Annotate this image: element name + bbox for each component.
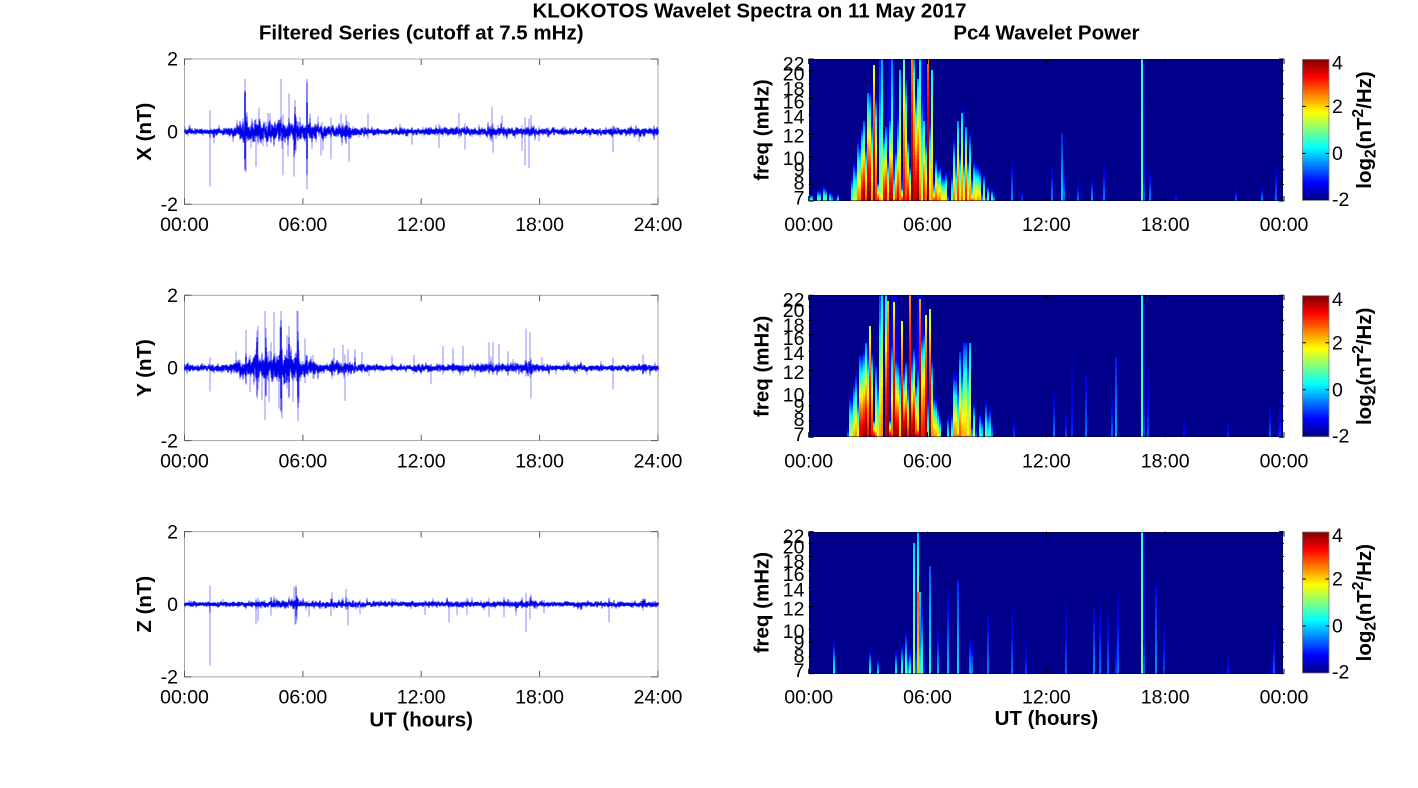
svg-text:7: 7 <box>794 660 805 682</box>
svg-text:log2(nT2/Hz): log2(nT2/Hz) <box>1350 71 1380 188</box>
svg-text:0: 0 <box>167 358 178 380</box>
svg-text:06:00: 06:00 <box>903 687 952 709</box>
svg-text:00:00: 00:00 <box>1260 687 1309 709</box>
svg-text:18:00: 18:00 <box>515 214 564 236</box>
svg-text:Pc4 Wavelet Power: Pc4 Wavelet Power <box>953 22 1139 45</box>
svg-text:12:00: 12:00 <box>397 214 446 236</box>
svg-text:16: 16 <box>783 564 805 586</box>
svg-text:2: 2 <box>1332 569 1343 591</box>
svg-text:20: 20 <box>783 64 805 86</box>
svg-text:-2: -2 <box>161 194 178 216</box>
svg-text:Filtered Series (cutoff at 7.5: Filtered Series (cutoff at 7.5 mHz) <box>259 22 584 45</box>
svg-text:00:00: 00:00 <box>160 687 209 709</box>
svg-text:0: 0 <box>167 121 178 143</box>
svg-text:9: 9 <box>794 632 805 654</box>
svg-text:24:00: 24:00 <box>634 450 683 472</box>
svg-text:12:00: 12:00 <box>1022 450 1071 472</box>
svg-text:2: 2 <box>1332 332 1343 354</box>
svg-text:10: 10 <box>783 148 805 170</box>
svg-text:7: 7 <box>794 424 805 446</box>
svg-text:00:00: 00:00 <box>160 214 209 236</box>
svg-text:24:00: 24:00 <box>634 687 683 709</box>
svg-text:4: 4 <box>1332 525 1343 547</box>
svg-text:18:00: 18:00 <box>1141 214 1190 236</box>
svg-text:14: 14 <box>783 107 805 129</box>
svg-text:12:00: 12:00 <box>397 687 446 709</box>
svg-text:20: 20 <box>783 536 805 558</box>
svg-text:00:00: 00:00 <box>784 214 833 236</box>
svg-text:12: 12 <box>783 598 805 620</box>
svg-text:18: 18 <box>783 79 805 101</box>
svg-text:16: 16 <box>783 328 805 350</box>
svg-text:06:00: 06:00 <box>903 450 952 472</box>
svg-text:0: 0 <box>1332 616 1343 638</box>
svg-text:KLOKOTOS Wavelet Spectra on 11: KLOKOTOS Wavelet Spectra on 11 May 2017 <box>532 0 966 23</box>
svg-text:00:00: 00:00 <box>1260 450 1309 472</box>
svg-text:9: 9 <box>794 396 805 418</box>
svg-text:00:00: 00:00 <box>784 687 833 709</box>
svg-text:16: 16 <box>783 92 805 114</box>
svg-text:06:00: 06:00 <box>278 687 327 709</box>
svg-text:12:00: 12:00 <box>1022 687 1071 709</box>
svg-text:Z (nT): Z (nT) <box>133 576 156 633</box>
svg-text:22: 22 <box>783 290 805 312</box>
svg-text:log2(nT2/Hz): log2(nT2/Hz) <box>1350 544 1380 661</box>
svg-text:freq (mHz): freq (mHz) <box>751 552 774 653</box>
svg-text:2: 2 <box>167 285 178 307</box>
svg-text:18:00: 18:00 <box>1141 687 1190 709</box>
svg-text:UT (hours): UT (hours) <box>995 707 1099 730</box>
svg-text:2: 2 <box>1332 96 1343 118</box>
svg-text:2: 2 <box>167 49 178 71</box>
svg-text:00:00: 00:00 <box>1260 214 1309 236</box>
svg-text:X (nT): X (nT) <box>133 103 156 161</box>
svg-text:freq (mHz): freq (mHz) <box>751 79 774 180</box>
svg-text:18:00: 18:00 <box>1141 450 1190 472</box>
svg-text:freq (mHz): freq (mHz) <box>751 316 774 417</box>
svg-text:18: 18 <box>783 551 805 573</box>
svg-text:00:00: 00:00 <box>160 450 209 472</box>
svg-text:4: 4 <box>1332 53 1343 75</box>
svg-text:18: 18 <box>783 315 805 337</box>
svg-text:0: 0 <box>1332 143 1343 165</box>
svg-text:12: 12 <box>783 126 805 148</box>
svg-text:00:00: 00:00 <box>784 450 833 472</box>
svg-text:0: 0 <box>1332 379 1343 401</box>
svg-text:12:00: 12:00 <box>1022 214 1071 236</box>
svg-text:10: 10 <box>783 621 805 643</box>
svg-text:-2: -2 <box>161 430 178 452</box>
svg-text:4: 4 <box>1332 289 1343 311</box>
svg-text:7: 7 <box>794 188 805 210</box>
svg-text:12:00: 12:00 <box>397 450 446 472</box>
svg-text:UT (hours): UT (hours) <box>369 709 473 732</box>
svg-text:12: 12 <box>783 362 805 384</box>
svg-text:22: 22 <box>783 53 805 75</box>
svg-text:0: 0 <box>167 594 178 616</box>
svg-text:14: 14 <box>783 579 805 601</box>
svg-text:22: 22 <box>783 526 805 548</box>
svg-text:-2: -2 <box>1332 662 1349 684</box>
svg-text:20: 20 <box>783 300 805 322</box>
svg-text:8: 8 <box>794 173 805 195</box>
svg-text:8: 8 <box>794 645 805 667</box>
svg-text:18:00: 18:00 <box>515 450 564 472</box>
svg-text:-2: -2 <box>161 667 178 689</box>
svg-text:18:00: 18:00 <box>515 687 564 709</box>
svg-text:Y (nT): Y (nT) <box>133 339 156 397</box>
svg-text:9: 9 <box>794 159 805 181</box>
svg-text:06:00: 06:00 <box>278 450 327 472</box>
svg-text:06:00: 06:00 <box>278 214 327 236</box>
svg-text:24:00: 24:00 <box>634 214 683 236</box>
svg-text:-2: -2 <box>1332 189 1349 211</box>
svg-text:log2(nT2/Hz): log2(nT2/Hz) <box>1350 308 1380 425</box>
svg-text:2: 2 <box>167 521 178 543</box>
svg-text:-2: -2 <box>1332 425 1349 447</box>
svg-text:10: 10 <box>783 385 805 407</box>
svg-text:8: 8 <box>794 409 805 431</box>
svg-text:14: 14 <box>783 343 805 365</box>
svg-text:06:00: 06:00 <box>903 214 952 236</box>
